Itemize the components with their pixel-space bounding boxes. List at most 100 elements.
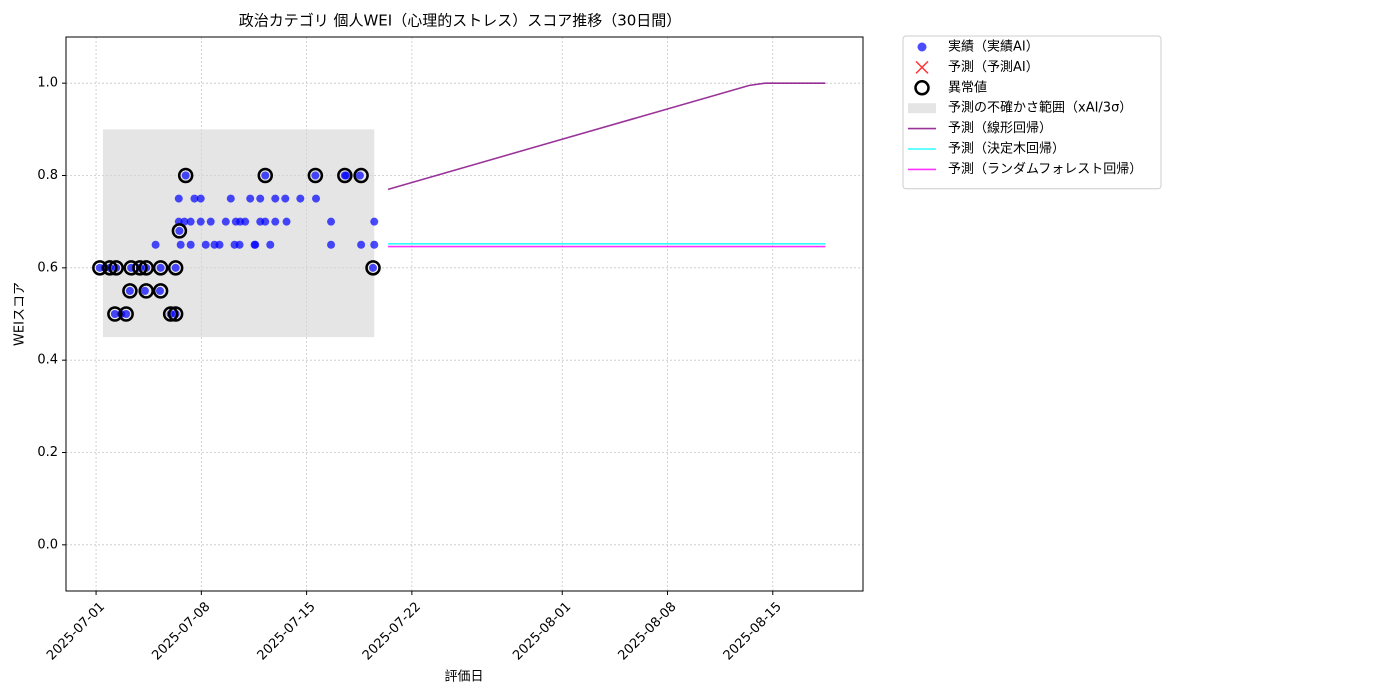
x-tick-label: 2025-07-08 bbox=[149, 599, 213, 663]
anomaly-point bbox=[107, 306, 123, 322]
actual-point bbox=[370, 240, 379, 249]
anomaly-point bbox=[118, 306, 134, 322]
actual-point bbox=[226, 194, 235, 203]
actual-point bbox=[266, 240, 275, 249]
x-tick-label: 2025-08-08 bbox=[616, 599, 680, 663]
actual-point bbox=[312, 194, 321, 203]
chart-title: 政治カテゴリ 個人WEI（心理的ストレス）スコア推移（30日間） bbox=[239, 12, 682, 30]
actual-point bbox=[180, 217, 189, 226]
anomaly-point bbox=[353, 167, 369, 184]
actual-point bbox=[246, 194, 255, 203]
legend-label: 予測（予測AI） bbox=[948, 60, 1039, 75]
anomaly-point bbox=[365, 260, 381, 276]
actual-point bbox=[327, 240, 336, 249]
actual-point bbox=[186, 240, 195, 249]
legend-label: 予測（決定木回帰） bbox=[948, 141, 1065, 157]
actual-point bbox=[175, 226, 184, 235]
actual-point bbox=[156, 263, 165, 272]
actual-point bbox=[181, 171, 190, 180]
legend-label: 異常値 bbox=[948, 79, 987, 95]
actual-point bbox=[261, 171, 270, 180]
y-tick-label: 0.6 bbox=[37, 260, 58, 275]
x-tick-label: 2025-07-01 bbox=[44, 599, 108, 663]
legend-label: 予測の不確かさ範囲（xAI/3σ） bbox=[948, 100, 1132, 116]
y-tick-label: 0.2 bbox=[37, 445, 58, 460]
anomaly-point bbox=[162, 306, 179, 322]
actual-point bbox=[342, 171, 351, 180]
x-axis-label: 評価日 bbox=[444, 670, 483, 685]
anomaly-point bbox=[167, 260, 184, 276]
anomaly-point bbox=[152, 283, 169, 299]
actual-point bbox=[256, 194, 265, 203]
y-tick-label: 0.0 bbox=[37, 537, 58, 552]
actual-point bbox=[221, 217, 230, 226]
legend-marker bbox=[914, 80, 930, 96]
actual-point bbox=[311, 171, 320, 180]
actual-point bbox=[355, 171, 364, 180]
y-axis-label: WEIスコア bbox=[13, 282, 28, 346]
anomaly-point bbox=[171, 223, 188, 239]
anomaly-point bbox=[177, 167, 194, 184]
actual-point bbox=[171, 263, 180, 272]
actual-point bbox=[241, 217, 250, 226]
actual-point bbox=[190, 194, 199, 203]
y-tick-label: 1.0 bbox=[37, 76, 58, 91]
y-tick-label: 0.8 bbox=[37, 168, 58, 183]
actual-point bbox=[174, 194, 183, 203]
anomaly-point bbox=[123, 260, 139, 276]
actual-point bbox=[296, 194, 305, 203]
actual-point bbox=[281, 194, 290, 203]
actual-point bbox=[140, 286, 149, 295]
plot-frame bbox=[65, 36, 864, 592]
actual-point bbox=[201, 240, 210, 249]
anomaly-point bbox=[138, 260, 154, 276]
actual-point bbox=[215, 240, 224, 249]
anomaly-point bbox=[152, 260, 169, 276]
actual-point bbox=[122, 310, 131, 318]
x-tick-label: 2025-08-15 bbox=[721, 599, 785, 663]
anomaly-point bbox=[307, 167, 324, 184]
anomaly-point bbox=[257, 167, 273, 184]
anomaly-point bbox=[92, 260, 108, 276]
legend-label: 予測（線形回帰） bbox=[948, 120, 1052, 136]
actual-point bbox=[271, 194, 280, 203]
actual-point bbox=[282, 217, 291, 226]
actual-point bbox=[271, 217, 280, 226]
plot-area bbox=[92, 82, 826, 338]
anomaly-point bbox=[138, 283, 154, 299]
x-tick-label: 2025-08-01 bbox=[510, 599, 574, 663]
actual-point bbox=[235, 240, 244, 249]
actual-point bbox=[370, 217, 379, 226]
actual-point bbox=[196, 194, 205, 203]
actual-point bbox=[155, 286, 164, 295]
actual-point bbox=[196, 217, 205, 226]
legend-label: 実績（実績AI） bbox=[948, 39, 1039, 55]
y-tick-label: 0.4 bbox=[37, 353, 58, 368]
anomaly-point bbox=[108, 260, 124, 276]
legend-marker bbox=[915, 60, 929, 74]
legend-marker bbox=[917, 42, 927, 52]
actual-point bbox=[186, 217, 195, 226]
actual-point bbox=[357, 240, 366, 249]
actual-point bbox=[206, 217, 215, 226]
actual-point bbox=[176, 240, 185, 249]
forecast-line bbox=[387, 82, 826, 191]
legend-frame bbox=[902, 35, 1162, 190]
anomaly-point bbox=[337, 167, 353, 184]
x-tick-label: 2025-07-22 bbox=[360, 599, 424, 663]
anomaly-point bbox=[122, 283, 138, 299]
legend-label: 予測（ランダムフォレスト回帰） bbox=[948, 161, 1142, 177]
x-tick-label: 2025-07-15 bbox=[255, 599, 319, 663]
anomaly-point bbox=[167, 306, 184, 322]
actual-point bbox=[369, 263, 378, 272]
uncertainty-band bbox=[102, 129, 375, 338]
anomaly-point bbox=[132, 260, 148, 276]
actual-point bbox=[125, 286, 134, 295]
actual-point bbox=[261, 217, 270, 226]
actual-point bbox=[251, 240, 260, 249]
actual-point bbox=[327, 217, 336, 226]
anomaly-point bbox=[102, 260, 118, 276]
legend-marker bbox=[908, 103, 936, 114]
